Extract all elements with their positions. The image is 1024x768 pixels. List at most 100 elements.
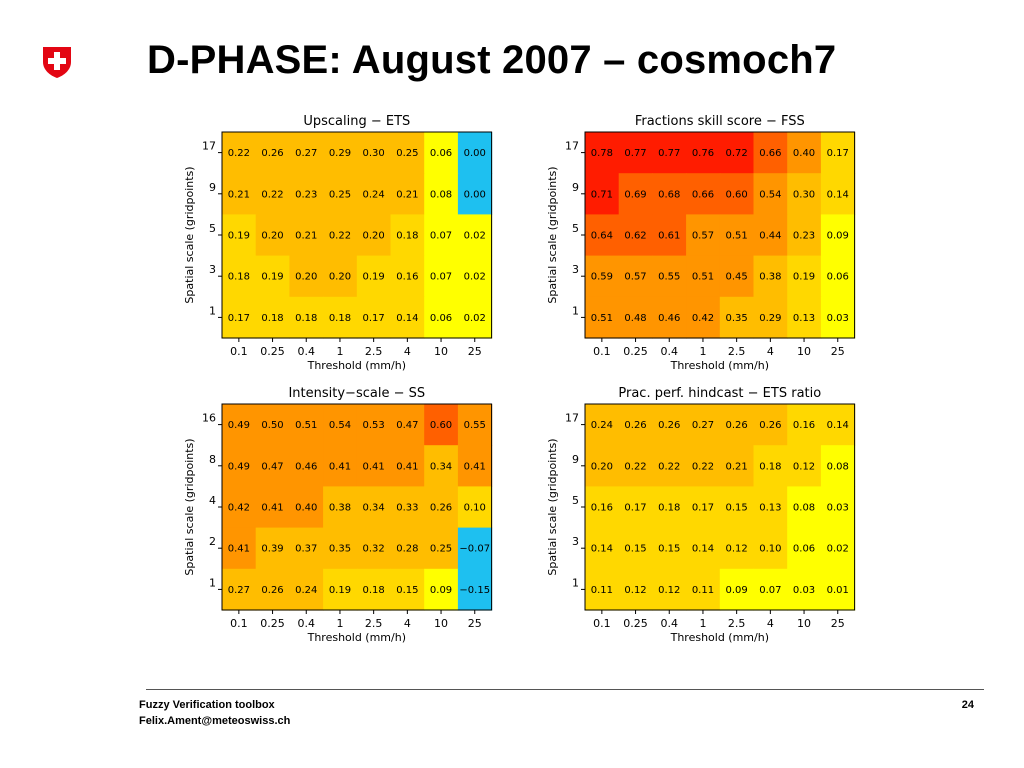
- cell-value-label: 0.19: [228, 231, 250, 242]
- footer-title: Fuzzy Verification toolbox: [139, 699, 275, 711]
- y-tick-label: 1: [209, 576, 216, 589]
- heatmap-cell: [222, 173, 257, 215]
- cell-value-label: 0.44: [759, 231, 781, 242]
- cell-value-label: 0.77: [658, 148, 680, 159]
- heatmap-cell: [652, 173, 687, 215]
- cell-value-label: 0.18: [295, 313, 317, 324]
- y-tick-label: 5: [572, 222, 579, 235]
- heatmap-cell: [356, 214, 392, 257]
- cell-value-label: 0.02: [827, 544, 849, 555]
- x-tick-label: 4: [404, 617, 411, 630]
- heatmap-cell: [356, 568, 392, 611]
- cell-value-label: 0.10: [464, 503, 486, 514]
- y-axis-label: Spatial scale (gridpoints): [546, 166, 559, 303]
- heatmap-cell: [424, 527, 459, 570]
- cell-value-label: 0.08: [793, 503, 815, 514]
- cell-value-label: 0.54: [329, 420, 351, 431]
- cell-value-label: 0.09: [827, 231, 849, 242]
- page-title: D-PHASE: August 2007 – cosmoch7: [147, 38, 837, 82]
- cell-value-label: 0.21: [295, 231, 317, 242]
- heatmap-cell: [787, 404, 822, 446]
- heatmap-cell: [652, 445, 687, 487]
- cell-value-label: 0.57: [624, 272, 646, 283]
- heatmap-cell: [686, 173, 721, 215]
- heatmap-cell: [618, 527, 653, 570]
- x-tick-label: 2.5: [365, 617, 383, 630]
- heatmap-cell: [457, 214, 493, 257]
- heatmap-cell: [289, 255, 324, 298]
- heatmap-cell: [719, 173, 755, 215]
- heatmap-cell: [820, 445, 856, 487]
- heatmap-cell: [820, 568, 856, 611]
- cell-value-label: 0.20: [261, 231, 283, 242]
- x-tick-label: 2.5: [365, 345, 383, 358]
- cell-value-label: 0.38: [329, 503, 351, 514]
- y-tick-label: 2: [209, 535, 216, 548]
- heatmap-cell: [686, 486, 721, 529]
- heatmap-cell: [618, 255, 653, 298]
- cell-value-label: 0.08: [827, 461, 849, 472]
- y-tick-label: 9: [572, 181, 579, 194]
- cell-value-label: 0.60: [726, 189, 748, 200]
- cell-value-label: 0.09: [430, 585, 452, 596]
- heatmap-cell: [424, 132, 459, 174]
- cell-value-label: 0.55: [464, 420, 486, 431]
- y-axis-label: Spatial scale (gridpoints): [546, 438, 559, 575]
- cell-value-label: 0.16: [793, 420, 815, 431]
- heatmap-cell: [390, 486, 425, 529]
- footer-divider: [146, 689, 984, 690]
- heatmap-cell: [222, 568, 257, 611]
- cell-value-label: 0.34: [363, 503, 385, 514]
- y-tick-label: 3: [572, 535, 579, 548]
- x-tick-label: 10: [434, 617, 448, 630]
- cell-value-label: 0.13: [793, 313, 815, 324]
- cell-value-label: 0.21: [228, 189, 250, 200]
- cell-value-label: 0.14: [396, 313, 418, 324]
- heatmap-cell: [323, 214, 358, 257]
- intensity-scale-heatmap: Intensity−scale − SS 0.49 0.50 0.51 0.54 0.53…: [183, 386, 493, 644]
- x-tick-label: 0.4: [661, 617, 679, 630]
- heatmap-cell: [618, 296, 653, 339]
- cell-value-label: 0.77: [624, 148, 646, 159]
- cell-value-label: 0.26: [658, 420, 680, 431]
- heatmap-cell: [618, 214, 653, 257]
- heatmap-cell: [686, 255, 721, 298]
- heatmap-cell: [618, 173, 653, 215]
- heatmap-cell: [255, 173, 290, 215]
- cell-value-label: 0.09: [726, 585, 748, 596]
- cell-value-label: 0.20: [295, 272, 317, 283]
- cell-value-label: 0.72: [726, 148, 748, 159]
- heatmap-cell: [820, 132, 856, 174]
- heatmap-cell: [424, 296, 459, 339]
- x-tick-label: 0.4: [661, 345, 679, 358]
- heatmap-cell: [686, 132, 721, 174]
- y-tick-label: 3: [572, 263, 579, 276]
- heatmap-cell: [457, 527, 493, 570]
- x-tick-label: 0.1: [593, 617, 611, 630]
- page-number: 24: [961, 699, 974, 711]
- x-tick-label: 0.1: [230, 617, 248, 630]
- heatmap-cell: [424, 568, 459, 611]
- heatmap-cell: [618, 445, 653, 487]
- cell-value-label: 0.40: [295, 503, 317, 514]
- x-tick-label: 25: [831, 345, 845, 358]
- heatmap-cell: [820, 296, 856, 339]
- cell-value-label: 0.16: [396, 272, 418, 283]
- cell-value-label: 0.24: [295, 585, 317, 596]
- cell-value-label: 0.19: [793, 272, 815, 283]
- y-tick-label: 1: [209, 304, 216, 317]
- heatmap-cell: [424, 255, 459, 298]
- y-tick-label: 16: [202, 412, 216, 425]
- y-axis-label: Spatial scale (gridpoints): [183, 438, 196, 575]
- heatmap-cell: [753, 486, 788, 529]
- heatmap-cell: [323, 173, 358, 215]
- cell-value-label: 0.39: [261, 544, 283, 555]
- heatmap-cell: [585, 527, 620, 570]
- chart-title: Prac. perf. hindcast − ETS ratio: [618, 386, 821, 401]
- heatmap-cell: [255, 132, 290, 174]
- cell-value-label: 0.51: [692, 272, 714, 283]
- chart-title: Fractions skill score − FSS: [635, 114, 805, 129]
- heatmap-cell: [820, 486, 856, 529]
- cell-value-label: 0.23: [295, 189, 317, 200]
- cell-value-label: 0.32: [363, 544, 385, 555]
